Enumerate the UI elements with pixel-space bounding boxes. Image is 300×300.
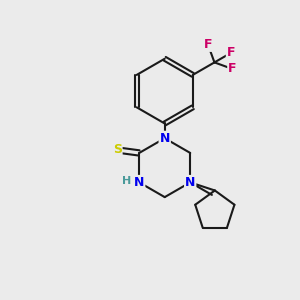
Text: F: F	[204, 38, 212, 51]
Text: F: F	[228, 62, 237, 75]
Text: N: N	[185, 176, 195, 189]
Text: S: S	[112, 143, 122, 157]
Text: N: N	[160, 132, 170, 145]
Text: N: N	[134, 176, 144, 189]
Text: H: H	[122, 176, 131, 186]
Text: F: F	[227, 46, 235, 59]
